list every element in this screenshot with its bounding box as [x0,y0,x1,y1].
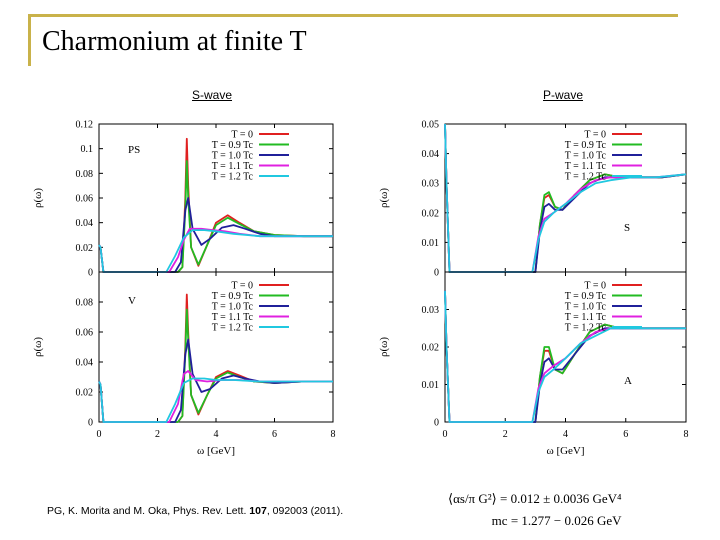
chart-2-series-5 [98,377,333,423]
chart-2-ytick-label: 0.02 [76,388,94,399]
p-wave-label: P-wave [543,88,584,102]
chart-3-legend-label: T = 1.0 Tc [565,151,607,162]
chart-1-ytick-label: 0.12 [76,120,94,131]
chart-4-ytick-label: 0.02 [422,343,440,354]
chart-3-legend-label: T = 0.9 Tc [565,140,607,151]
chart-4-legend-label: T = 0.9 Tc [565,291,607,302]
chart-4-xtick-label: 8 [684,429,689,440]
citation-authors: PG, K. Morita and M. Oka, Phys. Rev. Let… [47,505,250,517]
chart-1-series-3 [98,197,333,273]
chart-3-panel-label: S [624,222,630,234]
chart-3-ylabel: ρ(ω) [378,188,390,208]
chart-3-legend-label: T = 1.1 Tc [565,161,607,172]
chart-1-ytick-label: 0.02 [76,243,94,254]
chart-2-xtick-label: 8 [331,429,336,440]
chart-4-ytick-label: 0.03 [422,305,440,316]
chart-3-ytick-label: 0.03 [422,179,440,190]
citation: PG, K. Morita and M. Oka, Phys. Rev. Let… [47,505,343,517]
chart-4-legend-label: T = 1.0 Tc [565,302,607,313]
chart-3-legend-label: T = 0 [584,130,606,141]
chart-1-ytick-label: 0.1 [81,144,94,155]
chart-1-ylabel: ρ(ω) [32,188,44,208]
title-accent-vertical [28,14,31,66]
chart-2-ylabel: ρ(ω) [32,337,44,357]
chart-2-ytick-label: 0.06 [76,328,94,339]
chart-4-ytick-label: 0.01 [422,380,440,391]
chart-1-legend-label: T = 1.0 Tc [212,151,254,162]
citation-pages: , 092003 (2011). [266,505,344,517]
chart-4-xtick-label: 6 [623,429,628,440]
chart-4-legend-label: T = 0 [584,281,606,292]
chart-2-xtick-label: 0 [97,429,102,440]
chart-2-legend-label: T = 1.1 Tc [212,312,254,323]
chart-4-xtick-label: 4 [563,429,568,440]
chart-2-xtick-label: 6 [272,429,277,440]
formula-condensate-rhs: = 0.012 ± 0.0036 GeV⁴ [499,491,622,506]
chart-3-ytick-label: 0.01 [422,238,440,249]
chart-1-legend-label: T = 0.9 Tc [212,140,254,151]
chart-1-legend-label: T = 1.2 Tc [212,172,254,183]
chart-1-ytick-label: 0.04 [76,218,94,229]
formula-mass-lhs: mc [491,513,508,528]
chart-2-legend-label: T = 0 [231,281,253,292]
chart-2-legend-label: T = 1.2 Tc [212,323,254,334]
chart-2-legend-label: T = 0.9 Tc [212,291,254,302]
title-accent-horizontal [28,14,678,17]
chart-1-panel-label: PS [128,144,140,156]
chart-2-ytick-label: 0.08 [76,298,94,309]
chart-4-xlabel: ω [GeV] [546,445,584,457]
chart-3-legend-label: T = 1.2 Tc [565,172,607,183]
chart-4-xtick-label: 0 [443,429,448,440]
chart-3-ytick-label: 0.05 [422,120,440,131]
chart-3-ytick-label: 0.04 [422,149,440,160]
chart-4-series-5 [444,290,686,423]
chart-2-ytick-label: 0.04 [76,358,94,369]
chart-1-series-5 [98,229,333,273]
formula-condensate-lhs: ⟨αs/π G²⟩ [448,491,497,506]
s-wave-label: S-wave [192,88,233,102]
slide-title: Charmonium at finite T [42,26,307,57]
chart-2-legend-label: T = 1.0 Tc [212,302,254,313]
chart-4-legend-label: T = 1.2 Tc [565,323,607,334]
chart-4-panel-label: A [624,375,632,387]
chart-1-legend-label: T = 0 [231,130,253,141]
chart-4-ylabel: ρ(ω) [378,337,390,357]
chart-2-xtick-label: 2 [155,429,160,440]
chart-1-ytick-label: 0.06 [76,194,94,205]
chart-3-ytick-label: 0.02 [422,208,440,219]
chart-1-ytick-label: 0.08 [76,169,94,180]
chart-3-ytick-label: 0 [434,268,439,279]
formula-condensate: ⟨αs/π G²⟩ = 0.012 ± 0.0036 GeV⁴ [448,488,622,510]
chart-2-panel-label: V [128,295,136,307]
chart-2-xtick-label: 4 [214,429,219,440]
chart-2-xlabel: ω [GeV] [197,445,235,457]
chart-4-xtick-label: 2 [503,429,508,440]
chart-4-ytick-label: 0 [434,418,439,429]
chart-4-legend-label: T = 1.1 Tc [565,312,607,323]
formula-mass-rhs: = 1.277 − 0.026 GeV [510,513,622,528]
formula-mass: mc = 1.277 − 0.026 GeV [448,510,622,532]
citation-volume: 107 [249,505,267,517]
parameter-formula: ⟨αs/π G²⟩ = 0.012 ± 0.0036 GeV⁴ mc = 1.2… [448,488,622,532]
chart-1-ytick-label: 0 [88,268,93,279]
chart-1-legend-label: T = 1.1 Tc [212,161,254,172]
chart-2-ytick-label: 0 [88,418,93,429]
